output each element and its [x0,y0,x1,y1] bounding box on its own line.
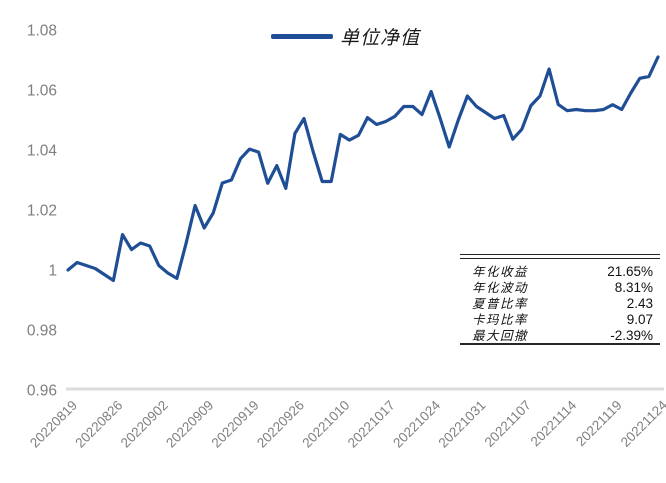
x-axis-tick-label: 20221017 [345,398,398,451]
y-axis-tick-label: 1 [48,263,57,280]
stat-value: 8.31% [614,280,653,295]
x-axis-tick-label: 20221119 [573,398,625,450]
stat-row: 年化收益 21.65% [460,261,660,279]
stat-value: -2.39% [610,328,653,343]
stat-row: 最大回撤 -2.39% [460,325,660,343]
y-axis-tick-label: 0.96 [27,383,57,400]
stat-label: 夏普比率 [472,296,529,311]
stat-row: 夏普比率 2.43 [460,293,660,311]
y-axis-tick-label: 1.06 [27,83,57,100]
x-axis-tick-label: 20221024 [390,397,443,450]
stat-label: 最大回撤 [472,328,529,343]
y-axis-tick-label: 1.04 [27,143,58,160]
stat-value: 2.43 [626,296,653,311]
y-axis-tick-label: 0.98 [27,323,57,340]
stat-row: 卡玛比率 9.07 [460,309,660,327]
stat-label: 年化波动 [472,280,529,295]
legend-label: 单位净值 [340,27,421,49]
x-axis-tick-label: 20220926 [254,398,307,451]
stat-value: 21.65% [607,264,653,279]
x-axis-tick-label: 20220909 [163,398,216,451]
stat-label: 卡玛比率 [472,312,529,327]
stats-table-top-rule [460,255,660,259]
stats-table: 年化收益 21.65% 年化波动 8.31% 夏普比率 2.43 卡玛比率 9.07 最大回撤 -… [460,254,660,345]
stat-label: 年化收益 [472,264,529,279]
x-axis-tick-label: 20220919 [209,398,262,451]
y-axis-tick-label: 1.08 [27,23,57,40]
x-axis-tick-label: 20221114 [528,397,580,449]
legend: 单位净值 [271,23,420,50]
x-axis-tick-label: 20221124 [618,397,666,450]
x-axis-tick-label: 20220826 [72,398,125,451]
x-axis-tick-label: 20221010 [299,398,352,451]
y-axis-tick-label: 1.02 [27,203,57,220]
x-axis-tick-label: 20220902 [118,398,171,451]
net-value-series-line [66,55,660,283]
stat-value: 9.07 [626,312,653,327]
x-axis-tick-label: 20221031 [435,398,488,451]
legend-line-swatch [271,34,333,39]
x-axis-tick-label: 20220819 [27,398,80,451]
x-axis-tick-label: 20221107 [482,398,534,450]
stat-row: 年化波动 8.31% [460,277,660,295]
